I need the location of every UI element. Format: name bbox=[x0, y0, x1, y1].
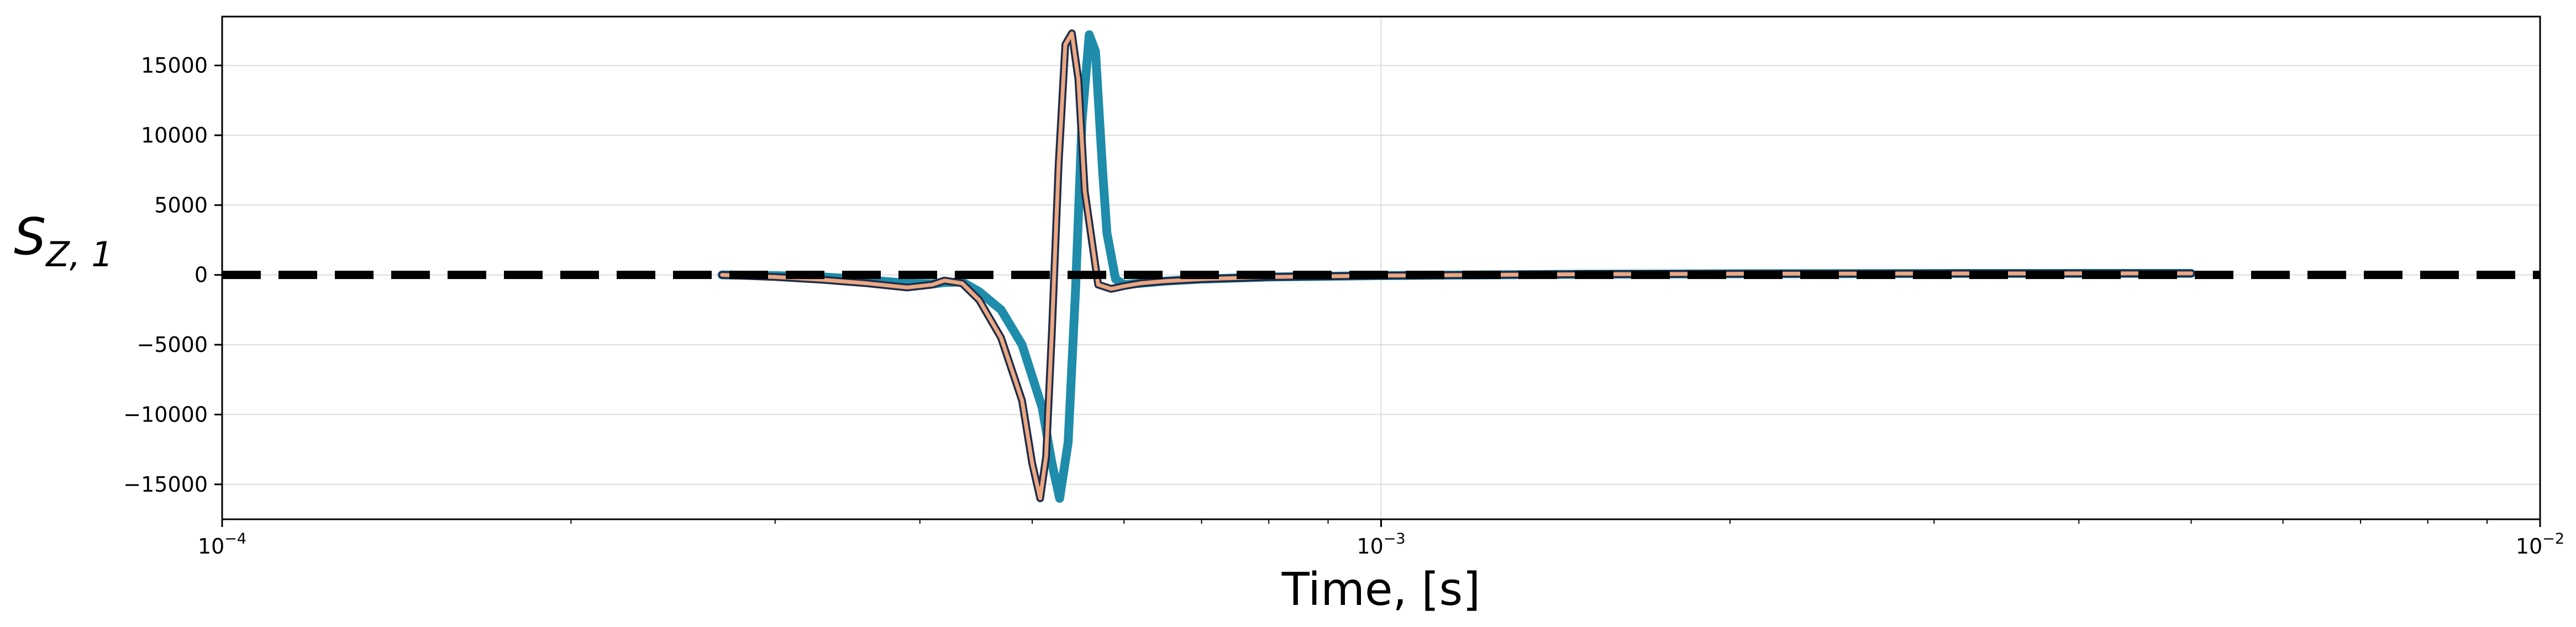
y-tick-label: 5000 bbox=[154, 193, 208, 217]
y-axis-label-main: S bbox=[14, 207, 46, 266]
series-layer bbox=[222, 29, 2540, 503]
y-tick-label: −15000 bbox=[123, 472, 208, 497]
x-tick-label: 10−4 bbox=[198, 530, 246, 558]
x-axis-label: Time, [s] bbox=[1281, 563, 1481, 616]
y-tick-label: −10000 bbox=[123, 402, 208, 426]
y-tick-label: 10000 bbox=[141, 123, 208, 147]
series-line-3 bbox=[720, 31, 2194, 500]
x-tick-label: 10−2 bbox=[2516, 530, 2564, 558]
ticks-layer: 15000 10000 5000 0 −5000 −10000 −15000 10−4 10−3… bbox=[123, 53, 2564, 558]
grid-layer bbox=[222, 17, 2541, 519]
series-line-2 bbox=[718, 29, 2195, 503]
y-axis-label: SZ, 1 bbox=[14, 207, 113, 275]
y-tick-label: 0 bbox=[194, 263, 208, 287]
y-axis-label-sub: Z, 1 bbox=[45, 234, 113, 275]
y-tick-label: 15000 bbox=[141, 53, 208, 77]
y-tick-label: −5000 bbox=[136, 333, 208, 357]
x-tick-label: 10−3 bbox=[1357, 530, 1405, 558]
series-line-1 bbox=[717, 30, 2196, 503]
